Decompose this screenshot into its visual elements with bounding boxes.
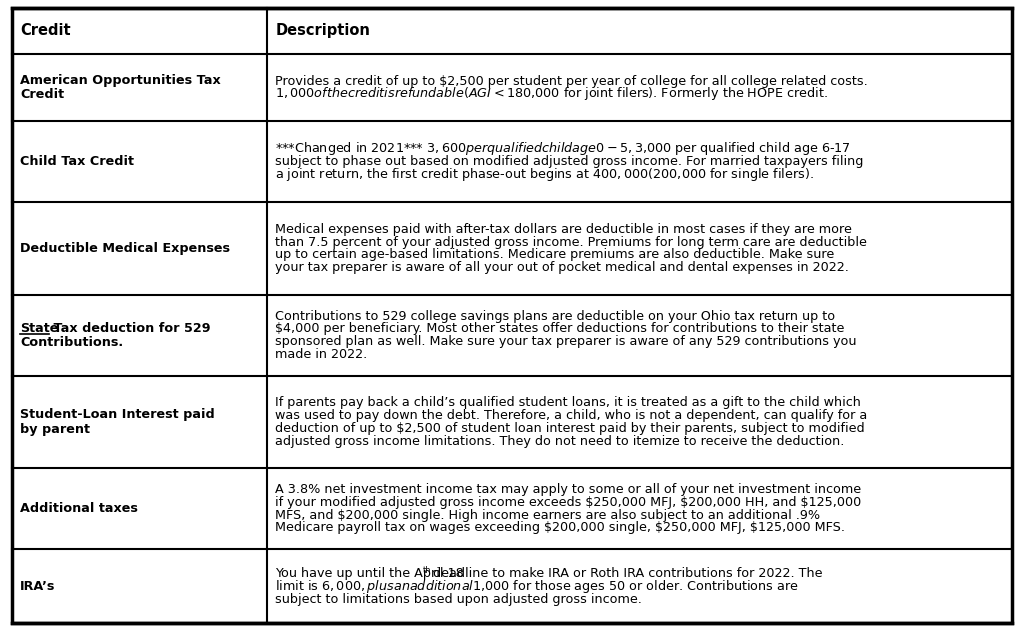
Text: a joint return, the first credit phase-out begins at $400,000 ($200,000 for sing: a joint return, the first credit phase-o… [275, 166, 814, 183]
Text: deduction of up to $2,500 of student loan interest paid by their parents, subjec: deduction of up to $2,500 of student loa… [275, 422, 864, 435]
Text: Credit: Credit [20, 88, 65, 101]
Text: You have up until the April 18: You have up until the April 18 [275, 567, 464, 580]
Text: Description: Description [275, 23, 370, 38]
Text: Contributions.: Contributions. [20, 336, 124, 349]
Text: was used to pay down the debt. Therefore, a child, who is not a dependent, can q: was used to pay down the debt. Therefore… [275, 409, 867, 422]
Text: $4,000 per beneficiary. Most other states offer deductions for contributions to : $4,000 per beneficiary. Most other state… [275, 322, 845, 335]
Text: MFS, and $200,000 single. High income earners are also subject to an additional : MFS, and $200,000 single. High income ea… [275, 509, 820, 522]
Text: American Opportunities Tax: American Opportunities Tax [20, 74, 221, 87]
Text: limit is $6,000, plus an additional $1,000 for those ages 50 or older. Contribut: limit is $6,000, plus an additional $1,0… [275, 578, 799, 595]
Text: Credit: Credit [20, 23, 71, 38]
Text: Child Tax Credit: Child Tax Credit [20, 155, 134, 168]
Text: Deductible Medical Expenses: Deductible Medical Expenses [20, 242, 230, 255]
Text: adjusted gross income limitations. They do not need to itemize to receive the de: adjusted gross income limitations. They … [275, 435, 845, 447]
Text: Student-Loan Interest paid: Student-Loan Interest paid [20, 408, 215, 422]
Text: Provides a credit of up to $2,500 per student per year of college for all colleg: Provides a credit of up to $2,500 per st… [275, 74, 868, 88]
Text: IRA’s: IRA’s [20, 580, 55, 593]
Text: Medicare payroll tax on wages exceeding $200,000 single, $250,000 MFJ, $125,000 : Medicare payroll tax on wages exceeding … [275, 521, 845, 534]
Text: State: State [20, 322, 58, 334]
Text: than 7.5 percent of your adjusted gross income. Premiums for long term care are : than 7.5 percent of your adjusted gross … [275, 235, 867, 249]
Text: sponsored plan as well. Make sure your tax preparer is aware of any 529 contribu: sponsored plan as well. Make sure your t… [275, 335, 857, 348]
Text: Additional taxes: Additional taxes [20, 502, 138, 516]
Text: Contributions to 529 college savings plans are deductible on your Ohio tax retur: Contributions to 529 college savings pla… [275, 310, 836, 322]
Text: A 3.8% net investment income tax may apply to some or all of your net investment: A 3.8% net investment income tax may app… [275, 483, 861, 496]
Text: Medical expenses paid with after-tax dollars are deductible in most cases if the: Medical expenses paid with after-tax dol… [275, 223, 852, 236]
Text: $1,000 of the credit is refundable (AGI < $180,000 for joint filers). Formerly t: $1,000 of the credit is refundable (AGI … [275, 85, 828, 102]
Text: if your modified adjusted gross income exceeds $250,000 MFJ, $200,000 HH, and $1: if your modified adjusted gross income e… [275, 496, 861, 509]
Text: up to certain age-based limitations. Medicare premiums are also deductible. Make: up to certain age-based limitations. Med… [275, 248, 835, 261]
Text: your tax preparer is aware of all your out of pocket medical and dental expenses: your tax preparer is aware of all your o… [275, 261, 849, 274]
Text: th: th [423, 565, 431, 575]
Text: by parent: by parent [20, 423, 90, 435]
Text: made in 2022.: made in 2022. [275, 348, 368, 361]
Text: deadline to make IRA or Roth IRA contributions for 2022. The: deadline to make IRA or Roth IRA contrib… [429, 567, 822, 580]
Text: subject to phase out based on modified adjusted gross income. For married taxpay: subject to phase out based on modified a… [275, 155, 863, 168]
Text: If parents pay back a child’s qualified student loans, it is treated as a gift t: If parents pay back a child’s qualified … [275, 396, 861, 410]
Text: ***Changed in 2021*** $3,600 per qualified child age 0-5, $3,000 per qualified c: ***Changed in 2021*** $3,600 per qualifi… [275, 140, 851, 157]
Text: Tax deduction for 529: Tax deduction for 529 [49, 322, 211, 334]
Text: subject to limitations based upon adjusted gross income.: subject to limitations based upon adjust… [275, 593, 642, 606]
